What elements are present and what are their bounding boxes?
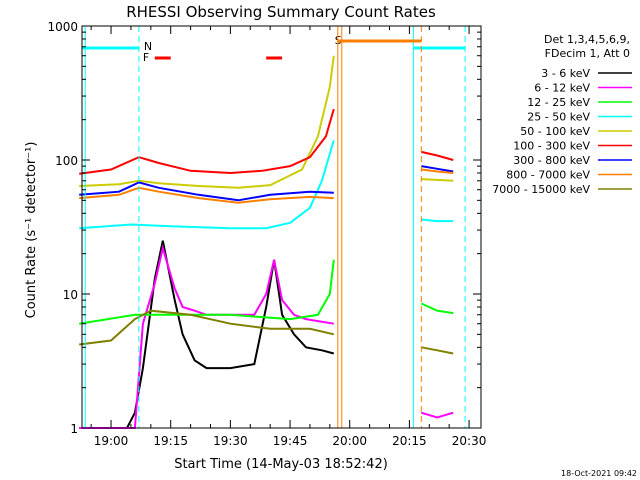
x-tick-label-5: 20:00 <box>332 434 367 448</box>
series-line-2-segment-2 <box>421 411 454 419</box>
legend-label-8: 800 - 7000 keV <box>506 169 590 182</box>
x-tick-label-3: 19:30 <box>213 434 248 448</box>
series-line-3-segment-1 <box>79 259 335 325</box>
series-line-1-segment-1 <box>79 240 335 429</box>
x-tick-label-6: 20:15 <box>392 434 427 448</box>
series-line-4-segment-2 <box>421 218 454 223</box>
legend-label-6: 100 - 300 keV <box>513 140 590 153</box>
legend-header-2: FDecim 1, Att 0 <box>545 47 630 60</box>
legend-header-1: Det 1,3,4,5,6,9, <box>544 33 630 46</box>
legend: Det 1,3,4,5,6,9,FDecim 1, Att 0 3 - 6 keV… <box>492 33 632 196</box>
flare-label: F <box>143 51 149 64</box>
series-line-8-segment-2 <box>421 168 454 174</box>
x-tick-label-7: 20:30 <box>452 434 487 448</box>
series-line-7-segment-1 <box>79 181 334 202</box>
legend-label-3: 12 - 25 keV <box>527 96 590 109</box>
y-tick-label-2: 10 <box>63 288 78 302</box>
series-line-7-segment-2 <box>421 165 454 173</box>
axes: 19:00 19:15 19:30 19:45 20:00 20:15 20:30 1 10 10… <box>47 20 486 448</box>
series-line-8-segment-1 <box>79 186 334 204</box>
legend-label-1: 3 - 6 keV <box>541 67 590 80</box>
y-tick-label-4: 1000 <box>47 20 78 34</box>
legend-label-5: 50 - 100 keV <box>520 125 590 138</box>
x-axis-label: Start Time (14-May-03 18:52:42) <box>174 457 388 472</box>
series-line-3-segment-2 <box>420 302 454 315</box>
series-line-9-segment-2 <box>421 346 454 355</box>
timestamp: 18-Oct-2021 09:42 <box>561 469 637 478</box>
series-line-5-segment-1 <box>79 55 335 189</box>
x-tick-label-2: 19:15 <box>153 434 188 448</box>
x-tick-label-4: 19:45 <box>273 434 308 448</box>
series-line-4-segment-1 <box>79 140 335 230</box>
y-axis-label: Count Rate (s⁻¹ detector⁻¹) <box>24 142 39 319</box>
plot-frame <box>81 25 482 429</box>
series-line-6-segment-2 <box>421 150 454 161</box>
legend-label-4: 25 - 50 keV <box>527 111 590 124</box>
x-tick-label-1: 19:00 <box>94 434 129 448</box>
legend-label-9: 7000 - 15000 keV <box>492 183 590 196</box>
y-tick-label-3: 100 <box>55 154 78 168</box>
legend-label-7: 300 - 800 keV <box>513 154 590 167</box>
night-label: N <box>144 40 152 53</box>
y-tick-label-1: 1 <box>70 422 78 436</box>
plot-area: NFS <box>79 26 466 429</box>
legend-label-2: 6 - 12 keV <box>534 82 590 95</box>
series-line-9-segment-1 <box>79 309 335 346</box>
chart-title: RHESSI Observing Summary Count Rates <box>126 3 436 21</box>
series-line-6-segment-1 <box>79 108 335 175</box>
series-line-5-segment-2 <box>421 178 454 182</box>
